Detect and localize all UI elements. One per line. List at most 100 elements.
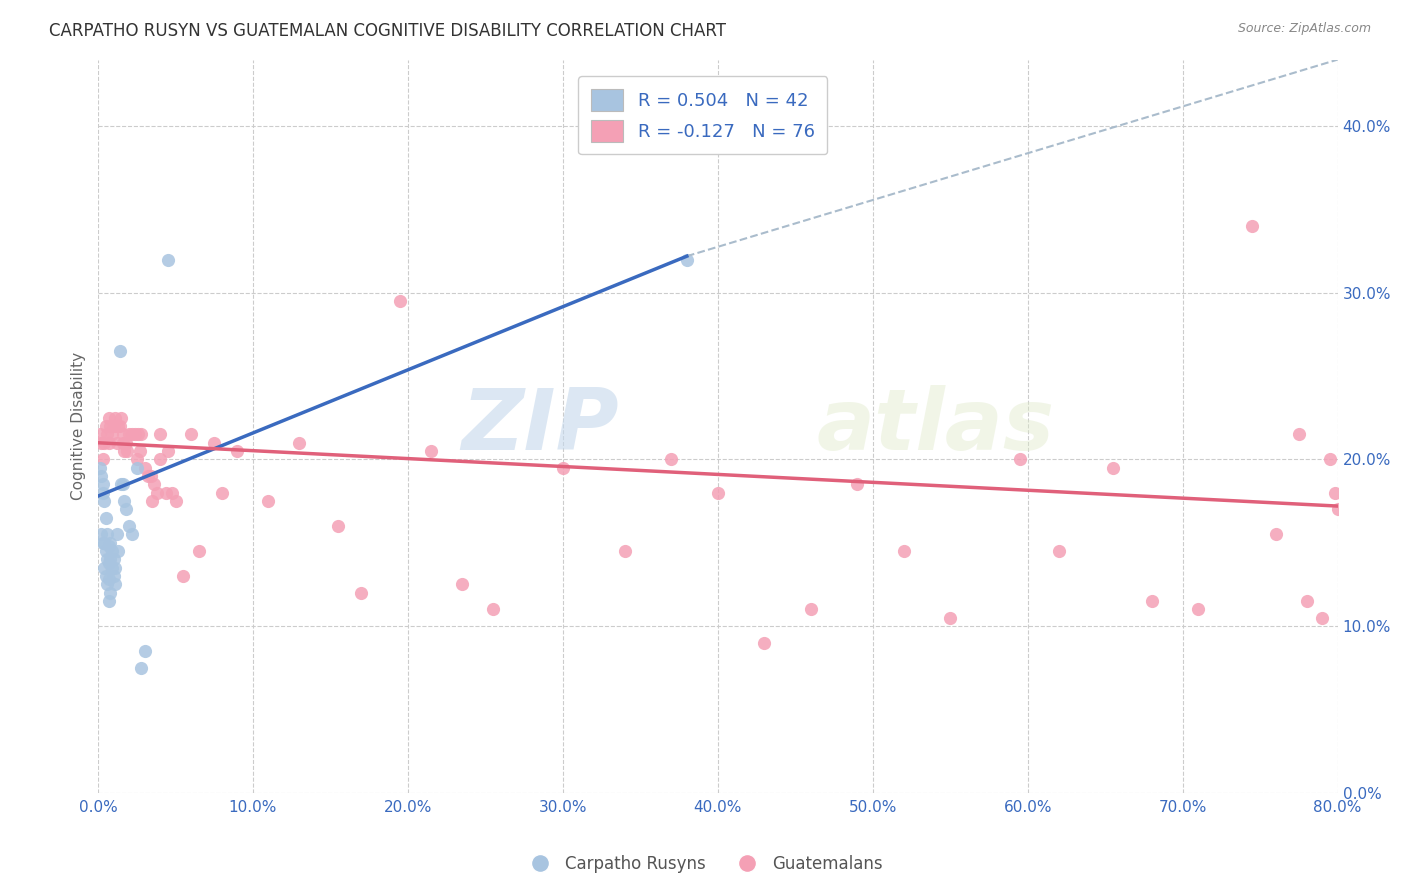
Point: [94, 419, 117, 434]
Point: [111, 427, 134, 442]
Point: [94, 569, 117, 583]
Point: [1295, 594, 1317, 608]
Point: [893, 544, 915, 558]
Point: [211, 485, 233, 500]
Point: [91, 485, 114, 500]
Point: [128, 444, 150, 458]
Point: [111, 435, 134, 450]
Point: [91, 477, 114, 491]
Point: [1140, 594, 1163, 608]
Point: [257, 494, 280, 508]
Point: [187, 544, 209, 558]
Y-axis label: Cognitive Disability: Cognitive Disability: [72, 352, 86, 500]
Point: [103, 552, 125, 566]
Point: [754, 635, 776, 649]
Point: [156, 252, 179, 267]
Point: [328, 519, 350, 533]
Point: [105, 527, 128, 541]
Text: Source: ZipAtlas.com: Source: ZipAtlas.com: [1237, 22, 1371, 36]
Point: [93, 560, 115, 574]
Point: [288, 435, 311, 450]
Point: [107, 544, 129, 558]
Point: [1102, 460, 1125, 475]
Point: [101, 544, 124, 558]
Point: [146, 485, 169, 500]
Point: [101, 560, 124, 574]
Point: [97, 594, 120, 608]
Point: [100, 552, 122, 566]
Point: [108, 344, 131, 359]
Point: [103, 569, 125, 583]
Point: [125, 460, 148, 475]
Point: [226, 444, 249, 458]
Point: [451, 577, 474, 591]
Point: [104, 410, 127, 425]
Point: [165, 494, 187, 508]
Point: [121, 427, 143, 442]
Point: [100, 419, 122, 434]
Point: [149, 427, 172, 442]
Point: [136, 469, 159, 483]
Point: [800, 602, 823, 616]
Point: [96, 427, 118, 442]
Point: [100, 535, 122, 549]
Point: [97, 573, 120, 587]
Point: [420, 444, 443, 458]
Point: [1323, 485, 1346, 500]
Point: [707, 485, 730, 500]
Point: [118, 519, 141, 533]
Point: [482, 602, 505, 616]
Point: [89, 427, 111, 442]
Point: [96, 552, 118, 566]
Point: [104, 560, 127, 574]
Point: [104, 577, 127, 591]
Point: [97, 539, 120, 553]
Point: [97, 556, 120, 570]
Point: [659, 452, 682, 467]
Point: [142, 477, 165, 491]
Point: [1319, 452, 1341, 467]
Point: [1241, 219, 1264, 234]
Point: [115, 435, 138, 450]
Point: [149, 452, 172, 467]
Point: [115, 502, 138, 516]
Point: [125, 452, 148, 467]
Point: [134, 460, 156, 475]
Point: [139, 469, 162, 483]
Point: [96, 527, 118, 541]
Point: [94, 510, 117, 524]
Point: [162, 485, 184, 500]
Point: [134, 644, 156, 658]
Point: [389, 294, 412, 309]
Point: [94, 544, 117, 558]
Point: [124, 427, 146, 442]
Text: ZIP: ZIP: [461, 384, 619, 467]
Point: [101, 427, 124, 442]
Point: [91, 452, 114, 467]
Point: [107, 419, 129, 434]
Point: [97, 410, 120, 425]
Point: [93, 535, 115, 549]
Point: [1288, 427, 1310, 442]
Point: [111, 477, 134, 491]
Point: [156, 444, 179, 458]
Point: [1264, 527, 1286, 541]
Point: [172, 569, 194, 583]
Point: [90, 435, 112, 450]
Point: [939, 610, 962, 624]
Point: [103, 419, 125, 434]
Point: [350, 585, 373, 599]
Point: [108, 419, 131, 434]
Point: [90, 469, 112, 483]
Point: [97, 435, 120, 450]
Point: [96, 577, 118, 591]
Point: [613, 544, 636, 558]
Text: CARPATHO RUSYN VS GUATEMALAN COGNITIVE DISABILITY CORRELATION CHART: CARPATHO RUSYN VS GUATEMALAN COGNITIVE D…: [49, 22, 727, 40]
Point: [112, 494, 135, 508]
Point: [551, 460, 574, 475]
Point: [676, 252, 699, 267]
Point: [110, 410, 132, 425]
Point: [1047, 544, 1070, 558]
Legend: Carpatho Rusyns, Guatemalans: Carpatho Rusyns, Guatemalans: [516, 848, 890, 880]
Point: [118, 427, 141, 442]
